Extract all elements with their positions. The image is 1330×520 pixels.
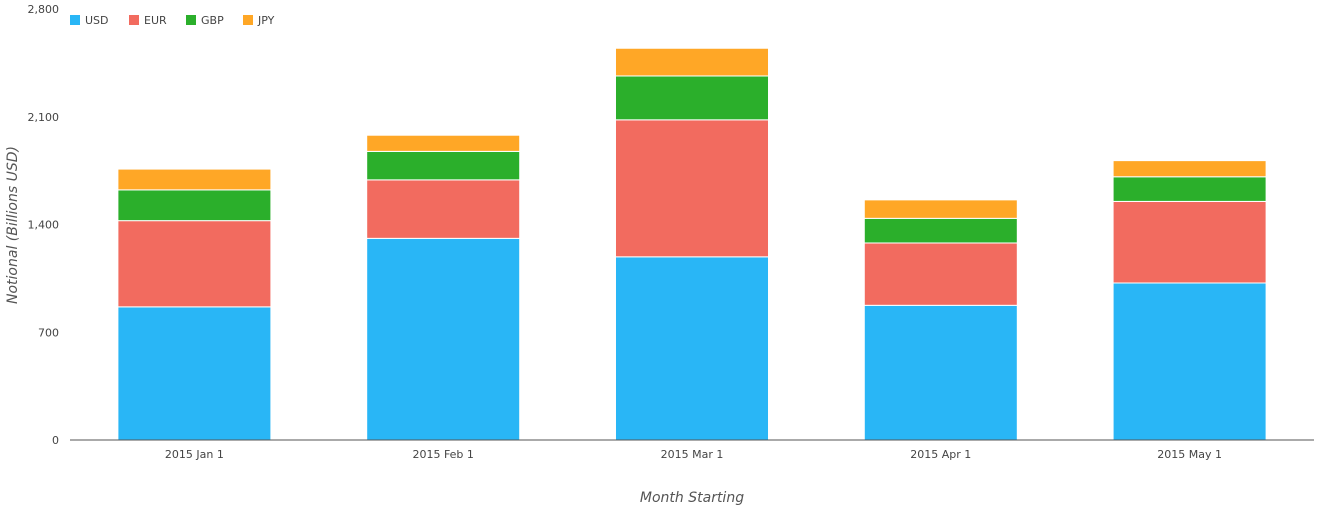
x-tick-label: 2015 Mar 1 <box>661 448 724 461</box>
bar-segment-gbp[interactable] <box>1112 176 1267 202</box>
y-tick-label: 700 <box>38 326 59 339</box>
x-tick-label: 2015 Jan 1 <box>165 448 224 461</box>
bar-segment-eur[interactable] <box>117 220 272 308</box>
bar-segment-eur[interactable] <box>614 119 770 258</box>
x-axis-title: Month Starting <box>640 490 744 506</box>
y-tick-label: 2,800 <box>28 3 60 16</box>
legend-swatch-gbp <box>186 15 196 25</box>
bar-segment-jpy[interactable] <box>366 134 521 152</box>
bar-segment-gbp[interactable] <box>614 75 770 121</box>
bar-segment-eur[interactable] <box>1112 200 1267 284</box>
bar-segment-usd[interactable] <box>863 304 1018 441</box>
bar-segment-usd[interactable] <box>117 306 272 441</box>
legend-label-eur: EUR <box>144 14 167 27</box>
bar-segment-usd[interactable] <box>366 237 521 441</box>
legend-swatch-eur <box>129 15 139 25</box>
bar-segment-eur[interactable] <box>863 242 1018 306</box>
y-tick-label: 2,100 <box>28 111 60 124</box>
legend-swatch-jpy <box>243 15 253 25</box>
bar-segment-gbp[interactable] <box>117 189 272 222</box>
x-axis: 2015 Jan 1 2015 Feb 1 2015 Mar 1 2015 Apr 1… <box>165 448 1222 461</box>
x-tick-label: 2015 May 1 <box>1157 448 1222 461</box>
bar-segment-jpy[interactable] <box>1112 160 1267 178</box>
bar-segment-gbp[interactable] <box>366 150 521 181</box>
bar-segment-jpy[interactable] <box>863 199 1018 219</box>
y-tick-label: 0 <box>52 434 59 447</box>
bar-segment-usd[interactable] <box>1112 282 1267 441</box>
legend-label-gbp: GBP <box>201 14 224 27</box>
bar-segment-usd[interactable] <box>614 256 770 441</box>
y-axis-title: Notional (Billions USD) <box>5 146 21 304</box>
legend-label-usd: USD <box>85 14 109 27</box>
y-tick-label: 1,400 <box>28 219 60 232</box>
x-tick-label: 2015 Apr 1 <box>910 448 971 461</box>
bars-group <box>117 47 1267 441</box>
legend-label-jpy: JPY <box>257 14 275 27</box>
x-tick-label: 2015 Feb 1 <box>412 448 473 461</box>
legend: USD EUR GBP JPY <box>70 14 275 27</box>
bar-segment-jpy[interactable] <box>117 168 272 191</box>
bar-segment-eur[interactable] <box>366 179 521 239</box>
legend-swatch-usd <box>70 15 80 25</box>
bar-segment-gbp[interactable] <box>863 217 1018 244</box>
y-axis: 0 700 1,400 2,100 2,800 <box>28 3 60 447</box>
bar-segment-jpy[interactable] <box>614 47 770 77</box>
